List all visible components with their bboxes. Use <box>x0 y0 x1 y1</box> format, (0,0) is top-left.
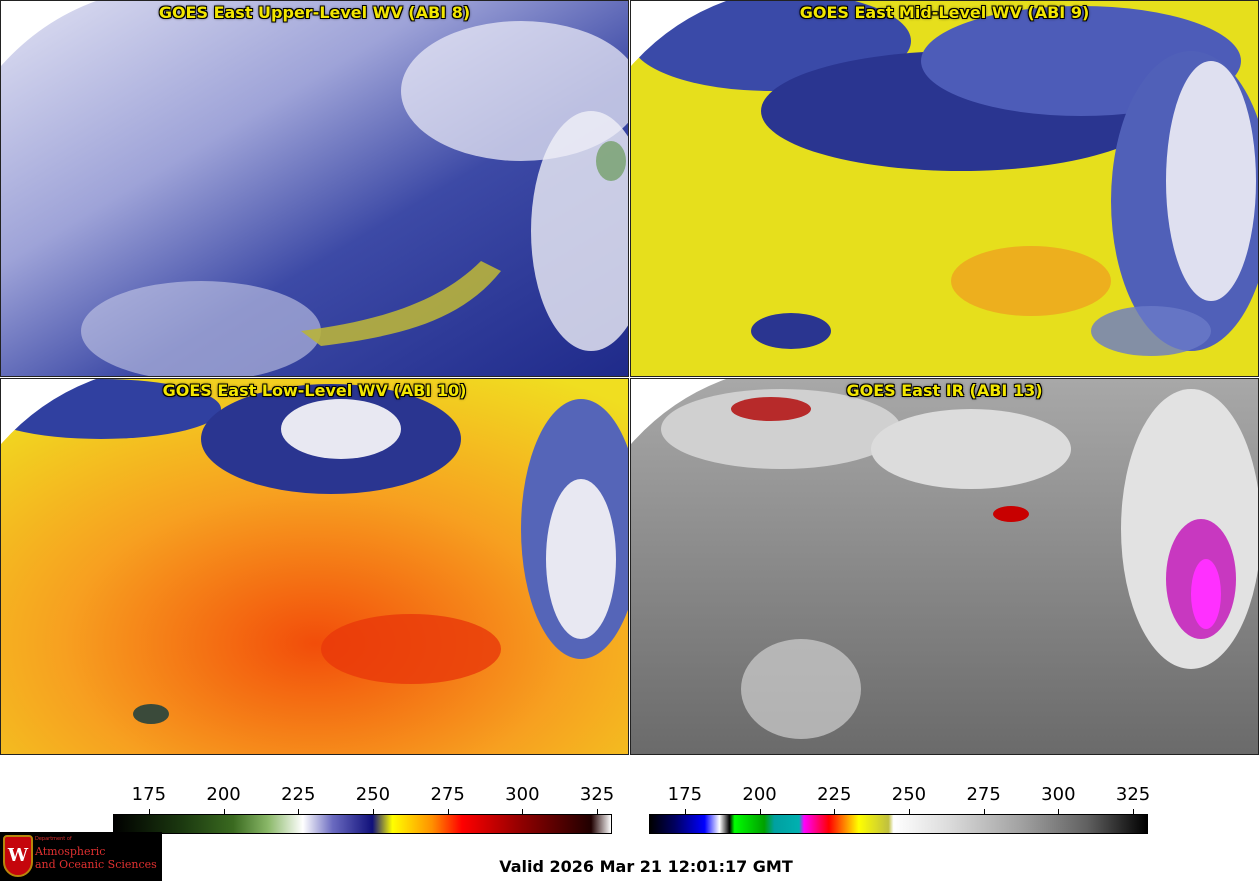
infrared-tick-label: 225 <box>817 784 852 805</box>
aos-logo: W Department of Atmospheric and Oceanic … <box>0 832 162 881</box>
colorbar-water-vapor: 175 200 225 250 275 300 325 <box>0 780 630 840</box>
upper-level-wv-image <box>1 1 628 376</box>
infrared-tick-label: 175 <box>667 784 703 805</box>
infrared-tick-mark <box>759 809 761 814</box>
infrared-tick-mark <box>983 809 985 814</box>
infrared-tick-mark <box>908 809 910 814</box>
water-vapor-tick-label: 250 <box>355 784 391 805</box>
infrared-tick-label: 325 <box>1115 784 1151 805</box>
infrared-tick-mark <box>684 809 686 814</box>
water-vapor-tick-label: 275 <box>430 784 465 805</box>
logo-department: Department of <box>35 836 72 842</box>
water-vapor-tick-label: 225 <box>281 784 316 805</box>
panel-upper-level-wv: GOES East Upper-Level WV (ABI 8) <box>0 0 629 377</box>
water-vapor-tick-mark <box>522 809 524 814</box>
colorbar-infrared-gradient <box>649 814 1148 834</box>
water-vapor-tick-mark <box>148 809 150 814</box>
colorbar-water-vapor-gradient <box>113 814 612 834</box>
infrared-tick-label: 300 <box>1041 784 1076 805</box>
water-vapor-tick-label: 325 <box>579 784 615 805</box>
water-vapor-tick-mark <box>597 809 599 814</box>
panel-ir: GOES East IR (ABI 13) <box>630 378 1259 755</box>
water-vapor-tick-label: 200 <box>206 784 241 805</box>
water-vapor-tick-mark <box>372 809 374 814</box>
mid-level-wv-image <box>631 1 1258 376</box>
infrared-tick-mark <box>1133 809 1135 814</box>
infrared-tick-mark <box>834 809 836 814</box>
water-vapor-tick-mark <box>447 809 449 814</box>
infrared-tick-label: 275 <box>966 784 1001 805</box>
colorbar-infrared: 175 200 225 250 275 300 325 <box>0 780 1260 840</box>
ir-image <box>631 379 1258 754</box>
panel-mid-level-wv: GOES East Mid-Level WV (ABI 9) <box>630 0 1259 377</box>
uw-seal-icon: W <box>3 835 33 877</box>
infrared-tick-mark <box>1058 809 1060 814</box>
logo-line-2: and Oceanic Sciences <box>35 858 157 871</box>
water-vapor-tick-label: 300 <box>505 784 540 805</box>
valid-time-label: Valid 2026 Mar 21 12:01:17 GMT <box>499 857 793 876</box>
water-vapor-tick-mark <box>223 809 225 814</box>
low-level-wv-image <box>1 379 628 754</box>
panel-low-level-wv: GOES East Low-Level WV (ABI 10) <box>0 378 629 755</box>
water-vapor-tick-mark <box>298 809 300 814</box>
infrared-tick-label: 200 <box>742 784 777 805</box>
logo-line-1: Atmospheric <box>35 845 106 858</box>
water-vapor-tick-label: 175 <box>131 784 167 805</box>
infrared-tick-label: 250 <box>891 784 927 805</box>
